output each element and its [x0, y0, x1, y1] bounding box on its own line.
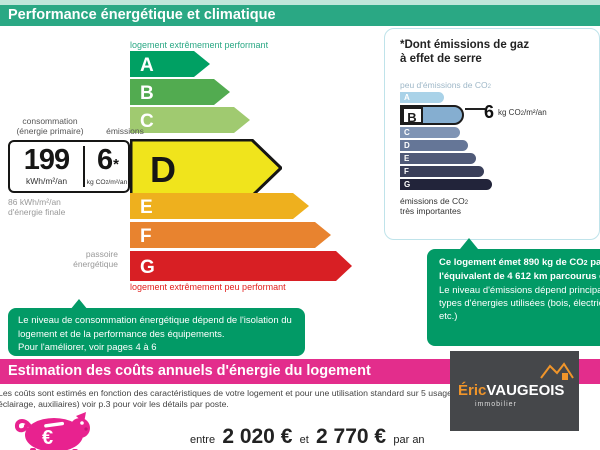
- svg-text:E: E: [140, 197, 153, 218]
- svg-text:A: A: [140, 55, 154, 76]
- svg-text:D: D: [150, 149, 176, 190]
- svg-text:G: G: [140, 257, 155, 278]
- svg-text:B: B: [140, 83, 154, 104]
- svg-text:€: €: [42, 427, 53, 449]
- svg-text:F: F: [140, 226, 152, 247]
